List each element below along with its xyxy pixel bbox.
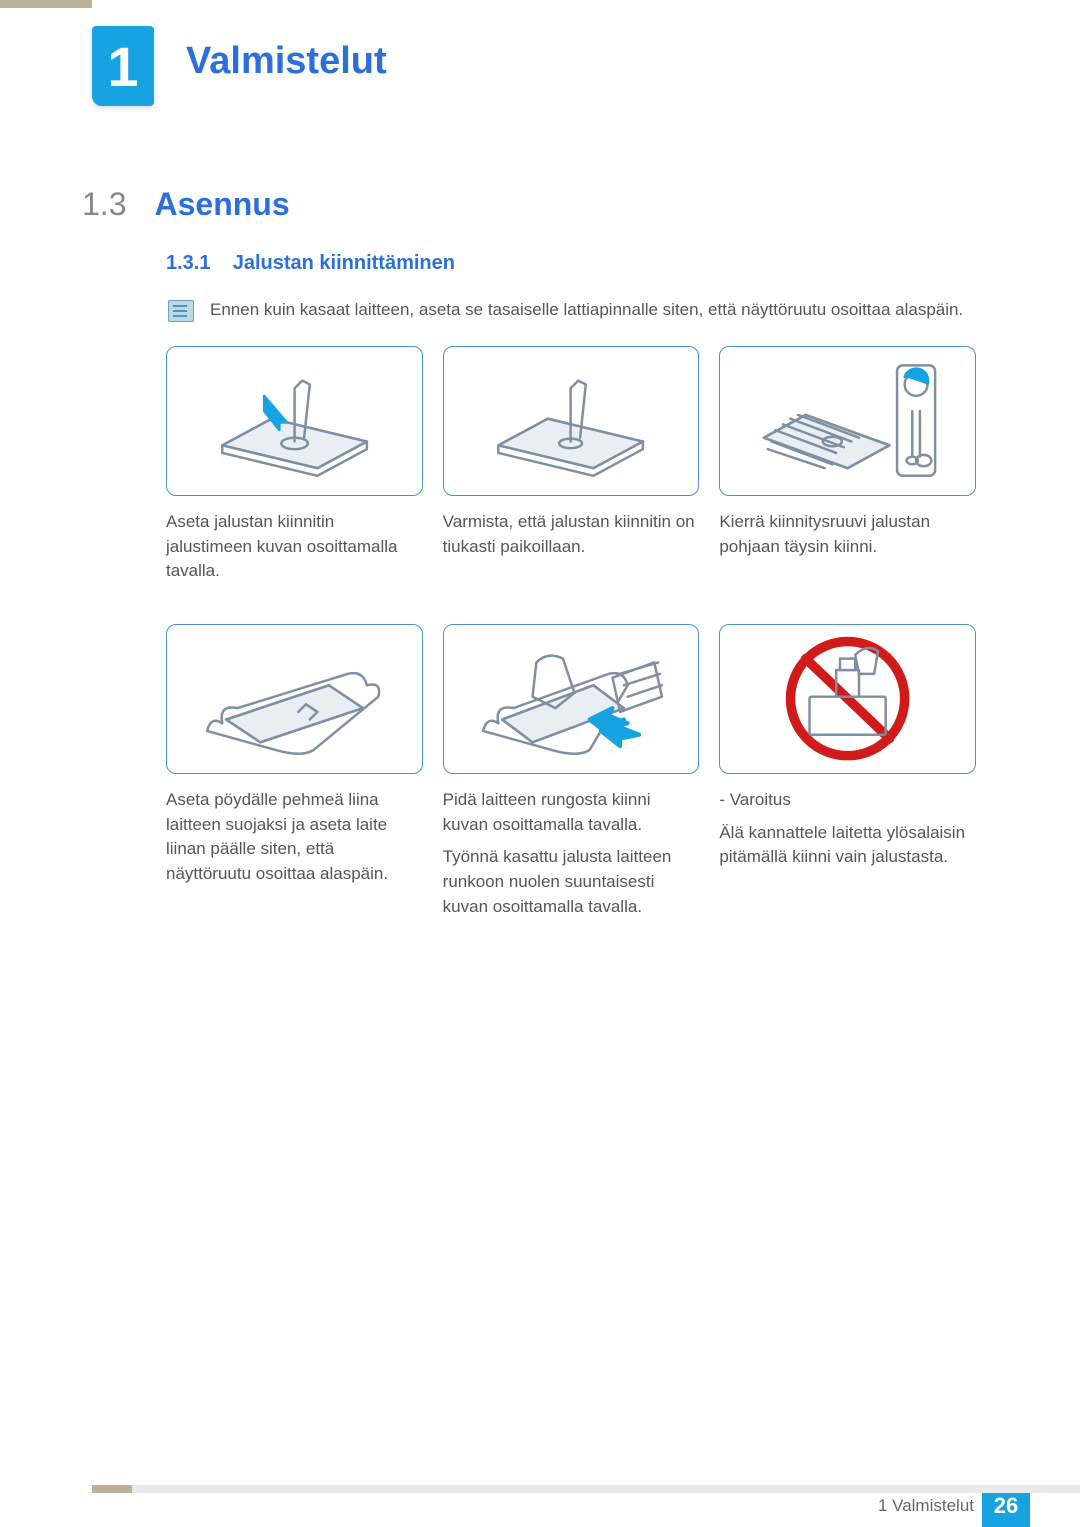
section-number: 1.3 xyxy=(82,186,126,223)
caption-r2-b-p2: Työnnä kasattu jalusta laitteen runkoon … xyxy=(443,845,700,919)
caption-r2-b-p1: Pidä laitteen rungosta kiinni kuvan osoi… xyxy=(443,788,700,837)
footer-chapter-label: 1 Valmistelut xyxy=(878,1496,974,1516)
figure-r2-b xyxy=(443,624,700,774)
caption-r2-c-text: Älä kannattele laitetta ylösalaisin pitä… xyxy=(719,821,976,870)
caption-r1-c: Kierrä kiinnitysruuvi jalustan pohjaan t… xyxy=(719,510,976,610)
caption-r2-c: - Varoitus Älä kannattele laitetta ylösa… xyxy=(719,788,976,919)
caption-r2-a: Aseta pöydälle pehmeä liina laitteen suo… xyxy=(166,788,423,919)
instruction-grid: Aseta jalustan kiinnitin jalustimeen kuv… xyxy=(166,346,976,919)
subsection-number: 1.3.1 xyxy=(166,252,210,274)
subsection-title: Jalustan kiinnittäminen xyxy=(233,252,455,274)
note-icon xyxy=(168,300,194,322)
footer-bar-accent xyxy=(92,1485,132,1493)
section-heading: 1.3 Asennus xyxy=(82,186,290,223)
caption-r2-b: Pidä laitteen rungosta kiinni kuvan osoi… xyxy=(443,788,700,919)
chapter-title: Valmistelut xyxy=(186,40,387,83)
page-footer: 1 Valmistelut 26 xyxy=(0,1485,1080,1527)
caption-r1-a: Aseta jalustan kiinnitin jalustimeen kuv… xyxy=(166,510,423,610)
caption-r1-b: Varmista, että jalustan kiinnitin on tiu… xyxy=(443,510,700,610)
figure-r2-c xyxy=(719,624,976,774)
footer-bar xyxy=(92,1485,1080,1493)
chapter-badge: 1 xyxy=(92,26,154,106)
header-accent-bar xyxy=(0,0,92,8)
warning-label: - Varoitus xyxy=(719,788,976,813)
subsection-heading: 1.3.1 Jalustan kiinnittäminen xyxy=(166,252,455,275)
figure-r1-c xyxy=(719,346,976,496)
chapter-number: 1 xyxy=(107,34,138,99)
figure-r2-a xyxy=(166,624,423,774)
figure-r1-a xyxy=(166,346,423,496)
figure-r1-b xyxy=(443,346,700,496)
section-title: Asennus xyxy=(154,186,289,223)
note-text: Ennen kuin kasaat laitteen, aseta se tas… xyxy=(210,300,963,320)
note-block: Ennen kuin kasaat laitteen, aseta se tas… xyxy=(168,300,963,322)
